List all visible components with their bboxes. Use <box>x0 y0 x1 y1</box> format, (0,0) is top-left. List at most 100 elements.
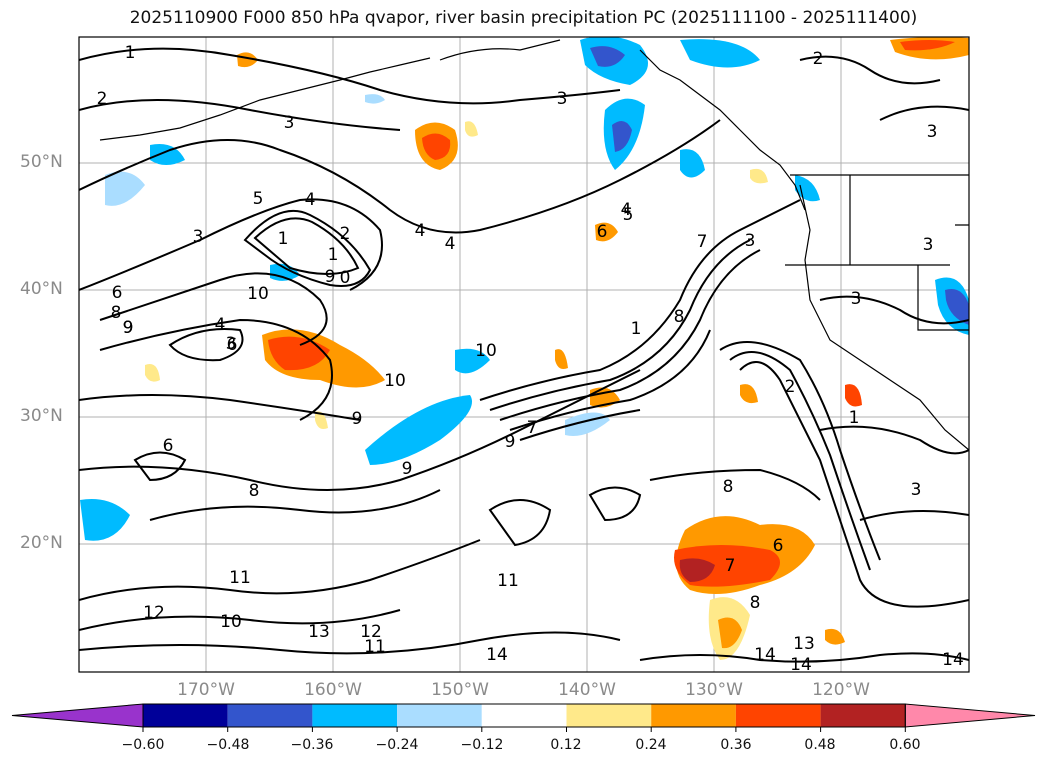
contour-label: 10 <box>247 284 269 304</box>
contour-label: 7 <box>527 418 538 438</box>
gridlines <box>79 37 969 672</box>
contour-label: 9 <box>123 318 134 338</box>
contour-label: 9 <box>352 409 363 429</box>
contour-label: 7 <box>725 556 736 576</box>
pos-shade-north-core <box>422 133 451 160</box>
contour-label: 13 <box>308 622 330 642</box>
contour-label: 4 <box>445 234 456 254</box>
contour-label: 8 <box>111 303 122 323</box>
contour-label: 9 <box>505 432 516 452</box>
contour-label: 3 <box>193 227 204 247</box>
neg-shade-gulf-core <box>612 121 632 152</box>
colorbar-tick: 0.48 <box>804 737 836 753</box>
contour-label: 13 <box>793 634 815 654</box>
contour-label: 3 <box>226 334 237 354</box>
contour-label: 6 <box>163 436 174 456</box>
contour-label: 9 <box>402 459 413 479</box>
neg-shade-bc2 <box>795 175 820 202</box>
contour-label: 14 <box>754 645 776 665</box>
contour-label: 4 <box>305 190 316 210</box>
colorbar-tick: −0.12 <box>460 737 504 753</box>
colorbar-tick: −0.48 <box>206 737 250 753</box>
neg-shade-coast <box>680 39 760 68</box>
lon-label-150w: 150°W <box>431 680 489 700</box>
alaska-coast <box>439 39 806 211</box>
pos-shade-small1 <box>595 222 618 242</box>
contour-label: 3 <box>284 113 295 133</box>
bc-coast <box>799 184 969 451</box>
pos-shade-mid-core <box>268 336 330 371</box>
qvapor-contours <box>79 47 969 663</box>
contour-label: 8 <box>750 593 761 613</box>
contour-label: 8 <box>249 481 260 501</box>
lon-label-140w: 140°W <box>558 680 616 700</box>
colorbar-bin <box>735 704 821 727</box>
pos-shade-small8 <box>825 628 845 645</box>
state-lines <box>785 175 969 331</box>
pos-shade-small10 <box>740 384 758 404</box>
colorbar-bin <box>651 704 736 727</box>
lat-label-40n: 40°N <box>20 279 63 299</box>
neg-shade-nw2 <box>150 144 185 165</box>
contour-label: 8 <box>674 307 685 327</box>
neg-shade-alaska-core <box>590 46 625 67</box>
contour-label: 4 <box>415 221 426 241</box>
aleutian-chain <box>99 57 431 141</box>
contour-label: 11 <box>497 571 519 591</box>
contour-label: 4 <box>621 200 632 220</box>
contour-label: 2 <box>785 377 796 397</box>
neg-shade-bc <box>680 149 705 178</box>
contour-label: 1 <box>278 229 289 249</box>
contour-label: 4 <box>215 315 226 335</box>
pos-shade-small7 <box>465 121 478 137</box>
lon-label-120w: 120°W <box>812 680 870 700</box>
contour-label: 5 <box>623 205 634 225</box>
contour-label: 10 <box>384 371 406 391</box>
contour-label: 14 <box>790 655 812 675</box>
neg-shade-west <box>80 499 130 541</box>
precip-pc-shading <box>80 37 969 541</box>
colorbar-bin <box>566 704 652 727</box>
neg-shade-band2 <box>455 348 490 374</box>
contour-label: 11 <box>364 637 386 657</box>
contour-label: 0 <box>340 268 351 288</box>
neg-shade-ne <box>365 94 385 104</box>
colorbar-bin <box>481 704 567 727</box>
colorbar-bin <box>820 704 906 727</box>
contour-label: 3 <box>923 235 934 255</box>
colorbar-tick: 0.12 <box>550 737 582 753</box>
contour-label: 5 <box>253 189 264 209</box>
colorbar <box>11 703 1036 732</box>
colorbar-tick: 0.36 <box>720 737 752 753</box>
contour-label: 3 <box>851 289 862 309</box>
contour-label: 9 <box>123 318 134 338</box>
colorbar-tick: −0.60 <box>121 737 165 753</box>
lon-label-160w: 160°W <box>304 680 362 700</box>
contour-label: 2 <box>813 49 824 69</box>
chart-title: 2025110900 F000 850 hPa qvapor, river ba… <box>129 8 918 28</box>
contour-label: 2 <box>340 224 351 244</box>
pos-shade-small6 <box>315 411 328 429</box>
contour-label: 10 <box>475 341 497 361</box>
contour-label: 1 <box>125 43 136 63</box>
contour-label: 10 <box>220 612 242 632</box>
colorbar-bin <box>143 704 228 727</box>
pos-shade-ne-core <box>900 40 955 51</box>
contour-label: 1 <box>849 408 860 428</box>
plot-area <box>79 37 969 672</box>
lon-label-170w: 170°W <box>177 680 235 700</box>
colorbar-tick: −0.24 <box>375 737 419 753</box>
contour-label: 3 <box>911 480 922 500</box>
colorbar-tick: 0.60 <box>889 737 921 753</box>
colorbar-tick: −0.36 <box>290 737 334 753</box>
pos-shade-small9 <box>750 168 768 184</box>
pos-shade-small5 <box>145 364 160 382</box>
contour-label: 3 <box>927 122 938 142</box>
contour-label: 1 <box>328 245 339 265</box>
neg-shade-nw <box>105 171 145 206</box>
precip-pc-positive <box>145 37 969 660</box>
lat-label-20n: 20°N <box>20 533 63 553</box>
neg-shade-ca-core <box>945 289 969 325</box>
